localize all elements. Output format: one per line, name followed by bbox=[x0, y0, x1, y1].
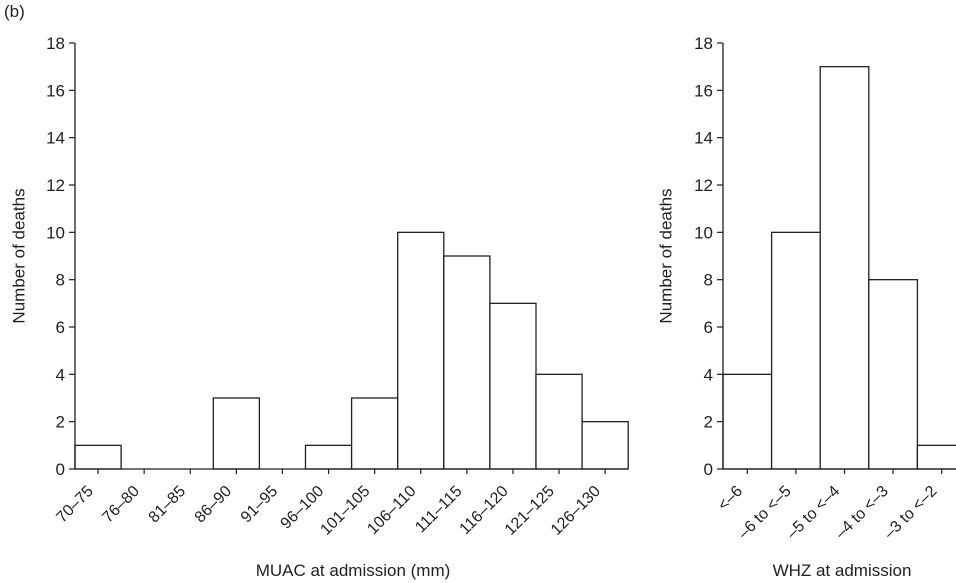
y-tick-label: 2 bbox=[704, 413, 713, 432]
bar bbox=[916, 444, 956, 470]
y-tick-label: 18 bbox=[694, 34, 713, 53]
panel-label: (b) bbox=[4, 2, 25, 21]
bar bbox=[581, 421, 629, 470]
x-axis-title: MUAC at admission (mm) bbox=[256, 561, 451, 580]
bar bbox=[304, 444, 353, 470]
y-tick-label: 14 bbox=[694, 129, 713, 148]
x-tick-label: 86–90 bbox=[192, 483, 236, 527]
y-axis-title: Number of deaths bbox=[656, 188, 675, 323]
bar bbox=[868, 279, 919, 470]
x-tick-label: –3 to <–2 bbox=[881, 483, 941, 543]
bar bbox=[443, 255, 491, 470]
y-tick-label: 8 bbox=[704, 271, 713, 290]
x-axis-title: WHZ at admission bbox=[773, 561, 912, 580]
y-tick-label: 16 bbox=[694, 81, 713, 100]
y-tick-label: 0 bbox=[56, 460, 65, 479]
bar bbox=[722, 373, 773, 470]
bar bbox=[819, 66, 870, 470]
y-axis-title: Number of deaths bbox=[9, 188, 28, 323]
chart-1: 0 2 4 6 8 10 12 14 16 18 70–75 76–80 81–85 86–90 91–95… bbox=[9, 34, 629, 580]
y-tick-label: 6 bbox=[56, 318, 65, 337]
y-tick-label: 10 bbox=[46, 223, 65, 242]
x-tick-label: 70–75 bbox=[53, 483, 97, 527]
bar bbox=[350, 397, 399, 470]
bar bbox=[770, 231, 821, 470]
y-tick-label: 4 bbox=[56, 365, 65, 384]
y-tick-label: 12 bbox=[46, 176, 65, 195]
bar bbox=[74, 444, 122, 470]
y-tick-label: 8 bbox=[56, 271, 65, 290]
y-tick-label: 10 bbox=[694, 223, 713, 242]
bar bbox=[212, 397, 261, 470]
x-tick-label: 106–110 bbox=[364, 483, 419, 538]
bar bbox=[489, 302, 537, 470]
x-tick-label: 101–105 bbox=[317, 483, 373, 539]
x-tick-label: <–6 bbox=[715, 483, 746, 514]
y-tick-label: 4 bbox=[704, 365, 713, 384]
bar bbox=[535, 373, 583, 470]
x-tick-label: 81–85 bbox=[146, 483, 190, 527]
y-tick-label: 12 bbox=[694, 176, 713, 195]
y-tick-label: 14 bbox=[46, 129, 65, 148]
y-tick-label: 0 bbox=[704, 460, 713, 479]
x-tick-label: 121–125 bbox=[502, 483, 558, 539]
y-tick-label: 16 bbox=[46, 81, 65, 100]
y-tick-label: 18 bbox=[46, 34, 65, 53]
x-tick-label: 76–80 bbox=[99, 483, 143, 527]
y-tick-label: 6 bbox=[704, 318, 713, 337]
x-tick-label: 126–130 bbox=[548, 483, 604, 539]
bar bbox=[397, 231, 445, 470]
x-tick-label: 91–95 bbox=[238, 483, 282, 527]
y-tick-label: 2 bbox=[56, 413, 65, 432]
